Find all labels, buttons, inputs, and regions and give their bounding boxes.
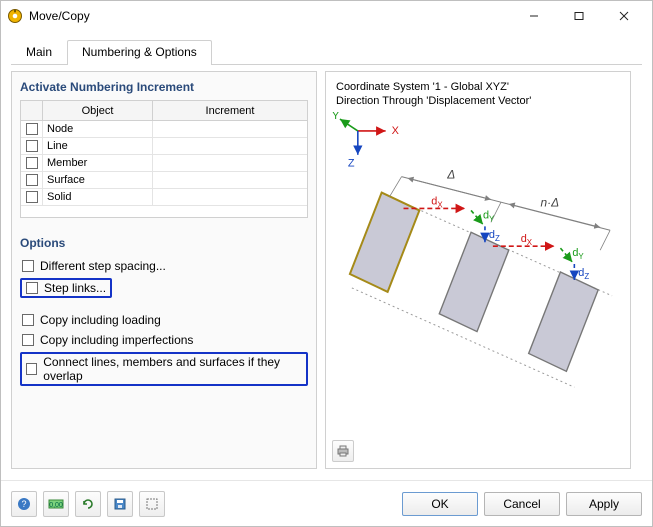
minimize-button[interactable] (511, 1, 556, 31)
ok-button[interactable]: OK (402, 492, 478, 516)
row-checkbox-node[interactable] (26, 123, 38, 135)
app-icon (7, 8, 23, 24)
option-connect-overlap[interactable]: Connect lines, members and surfaces if t… (24, 355, 302, 383)
preview-canvas: X Y Z (332, 112, 624, 432)
row-checkbox-solid[interactable] (26, 191, 38, 203)
option-step-links[interactable]: Step links... (24, 281, 106, 295)
table-header-blank (21, 101, 43, 121)
svg-text:n·Δ: n·Δ (541, 195, 560, 209)
table-row: Member (21, 155, 307, 172)
svg-text:Y: Y (332, 112, 340, 122)
maximize-button[interactable] (556, 1, 601, 31)
row-checkbox-member[interactable] (26, 157, 38, 169)
row-increment[interactable] (153, 138, 307, 155)
table-row: Line (21, 138, 307, 155)
row-checkbox-line[interactable] (26, 140, 38, 152)
activate-numbering-title: Activate Numbering Increment (20, 78, 308, 100)
svg-text:dX: dX (431, 195, 443, 209)
row-increment[interactable] (153, 121, 307, 138)
save-default-button[interactable] (107, 491, 133, 517)
option-label: Copy including loading (40, 313, 161, 327)
row-increment[interactable] (153, 189, 307, 206)
option-label: Connect lines, members and surfaces if t… (43, 355, 302, 383)
row-increment[interactable] (153, 172, 307, 189)
svg-text:dZ: dZ (578, 267, 589, 281)
table-row: Solid (21, 189, 307, 206)
units-button[interactable]: 0,00 (43, 491, 69, 517)
svg-text:X: X (392, 125, 400, 137)
row-label: Node (43, 121, 153, 138)
svg-text:Z: Z (348, 158, 355, 170)
tab-main[interactable]: Main (11, 40, 67, 65)
checkbox-connect-overlap[interactable] (26, 363, 37, 375)
left-pane: Activate Numbering Increment Object Incr… (11, 71, 317, 469)
right-pane: Coordinate System '1 - Global XYZ' Direc… (325, 71, 631, 469)
svg-text:dZ: dZ (489, 229, 500, 243)
option-label: Different step spacing... (40, 259, 166, 273)
option-copy-loading[interactable]: Copy including loading (20, 310, 308, 330)
svg-text:Δ: Δ (446, 168, 455, 182)
preview-info: Coordinate System '1 - Global XYZ' Direc… (334, 78, 622, 113)
help-button[interactable]: ? (11, 491, 37, 517)
checkbox-step-links[interactable] (26, 282, 38, 294)
row-label: Member (43, 155, 153, 172)
option-label: Step links... (44, 281, 106, 295)
svg-text:dX: dX (521, 233, 533, 247)
preview-line1: Coordinate System '1 - Global XYZ' (336, 80, 620, 94)
svg-text:dY: dY (572, 247, 584, 261)
option-connect-highlight: Connect lines, members and surfaces if t… (20, 352, 308, 386)
table-row: Surface (21, 172, 307, 189)
increment-table: Object Increment Node Line (20, 100, 308, 218)
cancel-button[interactable]: Cancel (484, 492, 560, 516)
row-checkbox-surface[interactable] (26, 174, 38, 186)
title-bar: Move/Copy (1, 1, 652, 31)
tab-bar: Main Numbering & Options (11, 39, 642, 65)
checkbox-copy-imperfections[interactable] (22, 334, 34, 346)
tab-numbering-options[interactable]: Numbering & Options (67, 40, 212, 65)
row-label: Solid (43, 189, 153, 206)
row-increment[interactable] (153, 155, 307, 172)
table-header-increment: Increment (153, 101, 307, 121)
option-different-step[interactable]: Different step spacing... (20, 256, 308, 276)
preview-line2: Direction Through 'Displacement Vector' (336, 94, 620, 108)
preview-print-button[interactable] (332, 440, 354, 462)
checkbox-copy-loading[interactable] (22, 314, 34, 326)
row-label: Surface (43, 172, 153, 189)
apply-button[interactable]: Apply (566, 492, 642, 516)
checkbox-different-step[interactable] (22, 260, 34, 272)
option-copy-imperfections[interactable]: Copy including imperfections (20, 330, 308, 350)
reset-button[interactable] (75, 491, 101, 517)
window-title: Move/Copy (29, 9, 511, 23)
dialog-footer: ? 0,00 OK Cancel Apply (1, 480, 652, 526)
svg-text:dY: dY (483, 209, 495, 223)
svg-text:0,00: 0,00 (49, 502, 63, 509)
option-label: Copy including imperfections (40, 333, 193, 347)
row-label: Line (43, 138, 153, 155)
table-header-object: Object (43, 101, 153, 121)
close-button[interactable] (601, 1, 646, 31)
svg-text:?: ? (21, 499, 26, 509)
settings-button[interactable] (139, 491, 165, 517)
option-step-links-highlight: Step links... (20, 278, 112, 298)
table-row: Node (21, 121, 307, 138)
options-title: Options (20, 234, 308, 256)
